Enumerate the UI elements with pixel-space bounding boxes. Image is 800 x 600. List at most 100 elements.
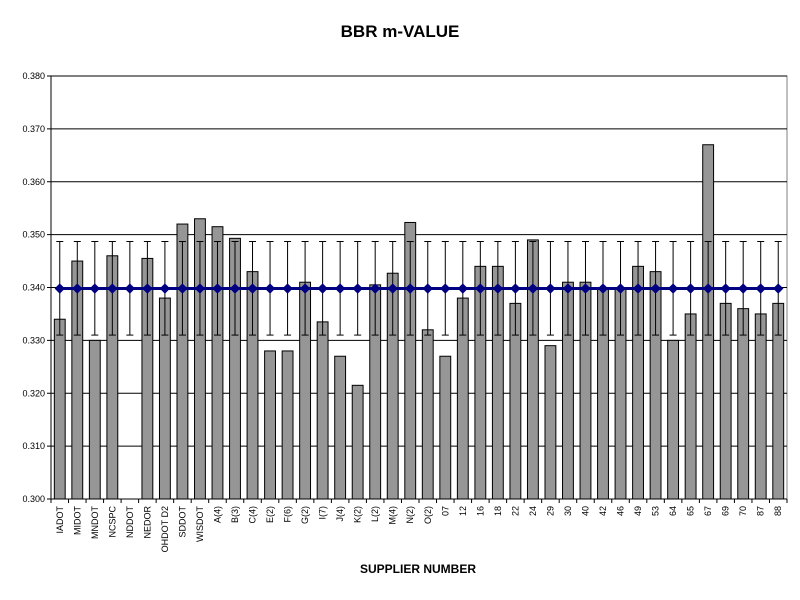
bar	[88, 339, 101, 500]
average-marker	[580, 283, 591, 294]
x-tick-label: OHDOT D2	[160, 506, 170, 552]
average-marker	[54, 283, 65, 294]
x-tick-label: NCSPC	[107, 506, 117, 538]
average-marker	[422, 283, 433, 294]
bar	[421, 329, 434, 500]
x-tick-label: 65	[686, 506, 696, 516]
average-marker	[387, 283, 398, 294]
average-marker	[124, 283, 136, 294]
x-tick-label: 12	[458, 506, 468, 516]
x-tick-label: 67	[703, 506, 713, 516]
x-tick-label: 42	[598, 506, 608, 516]
average-marker	[510, 283, 521, 294]
x-tick-label: NEDOR	[142, 506, 152, 539]
x-tick-label: SDDOT	[177, 505, 187, 537]
x-tick-label: 22	[510, 506, 520, 516]
x-tick-label: 87	[756, 506, 766, 516]
average-marker	[369, 283, 381, 294]
x-tick-label: WISDOT	[195, 506, 205, 542]
y-tick-label: 0.370	[22, 124, 45, 134]
x-tick-label: O(2)	[423, 506, 433, 524]
average-marker	[177, 283, 188, 294]
x-tick-label: MIDOT	[72, 506, 82, 535]
x-tick-label: B(3)	[230, 506, 240, 523]
average-marker	[334, 283, 346, 294]
x-tick-label: 24	[528, 506, 538, 516]
x-tick-label: 69	[721, 506, 731, 516]
average-marker	[492, 283, 504, 294]
x-tick-label: C(4)	[248, 506, 258, 524]
average-marker	[545, 283, 556, 294]
bar	[544, 345, 557, 500]
bar	[667, 339, 680, 500]
average-marker	[650, 283, 661, 294]
bar	[404, 221, 417, 500]
average-marker	[615, 283, 626, 294]
x-tick-label: L(2)	[370, 506, 380, 522]
y-tick-label: 0.380	[22, 71, 45, 81]
bar	[737, 308, 750, 500]
bar	[211, 226, 224, 500]
average-marker	[773, 283, 784, 294]
x-tick-label: 07	[440, 506, 450, 516]
average-marker	[685, 283, 696, 294]
y-tick-label: 0.320	[22, 388, 45, 398]
average-marker	[457, 283, 469, 294]
average-marker	[299, 283, 311, 294]
x-tick-label: J(4)	[335, 506, 345, 522]
bar	[176, 223, 189, 500]
x-tick-label: MNDOT	[90, 506, 100, 539]
average-marker	[597, 283, 609, 294]
average-marker	[440, 283, 451, 294]
chart-title: BBR m-VALUE	[340, 22, 460, 41]
x-tick-label: 64	[668, 506, 678, 516]
x-tick-label: IADOT	[55, 506, 65, 534]
bar	[526, 239, 539, 500]
bar	[316, 321, 329, 500]
x-tick-label: 70	[738, 506, 748, 516]
x-tick-label: I(7)	[318, 506, 328, 520]
x-tick-label: 40	[580, 506, 590, 516]
average-marker	[72, 283, 83, 294]
x-tick-label: 18	[493, 506, 503, 516]
average-marker	[247, 283, 258, 294]
x-tick-label: 16	[475, 506, 485, 516]
average-marker	[212, 283, 223, 294]
bar	[53, 318, 66, 500]
x-tick-label: 53	[651, 506, 661, 516]
y-tick-label: 0.310	[22, 441, 45, 451]
y-tick-label: 0.300	[22, 494, 45, 504]
average-marker	[107, 283, 118, 294]
average-marker	[282, 283, 293, 294]
bar	[281, 350, 294, 500]
y-tick-label: 0.330	[22, 335, 45, 345]
bar	[264, 350, 276, 500]
average-marker	[562, 283, 574, 294]
bar	[334, 355, 347, 500]
bar	[754, 313, 767, 500]
x-tick-label: 88	[773, 506, 783, 516]
average-marker	[737, 283, 749, 294]
x-tick-label: 29	[545, 506, 555, 516]
average-marker	[720, 283, 731, 294]
average-marker	[159, 283, 171, 294]
average-marker	[632, 283, 644, 294]
average-marker	[264, 283, 276, 294]
average-marker	[405, 283, 416, 294]
average-marker	[89, 283, 101, 294]
average-marker	[317, 283, 328, 294]
x-tick-label: K(2)	[353, 506, 363, 523]
average-marker	[475, 283, 486, 294]
y-tick-label: 0.340	[22, 283, 45, 293]
x-tick-label: G(2)	[300, 506, 310, 524]
x-axis-title: SUPPLIER NUMBER	[359, 562, 476, 576]
x-tick-label: N(2)	[405, 506, 415, 524]
average-marker	[667, 283, 679, 294]
average-marker	[142, 283, 153, 294]
bar	[439, 355, 452, 500]
y-tick-label: 0.360	[22, 177, 45, 187]
x-tick-label: NDDOT	[125, 506, 135, 538]
x-tick-label: 46	[616, 506, 626, 516]
x-tick-label: E(2)	[265, 506, 275, 523]
